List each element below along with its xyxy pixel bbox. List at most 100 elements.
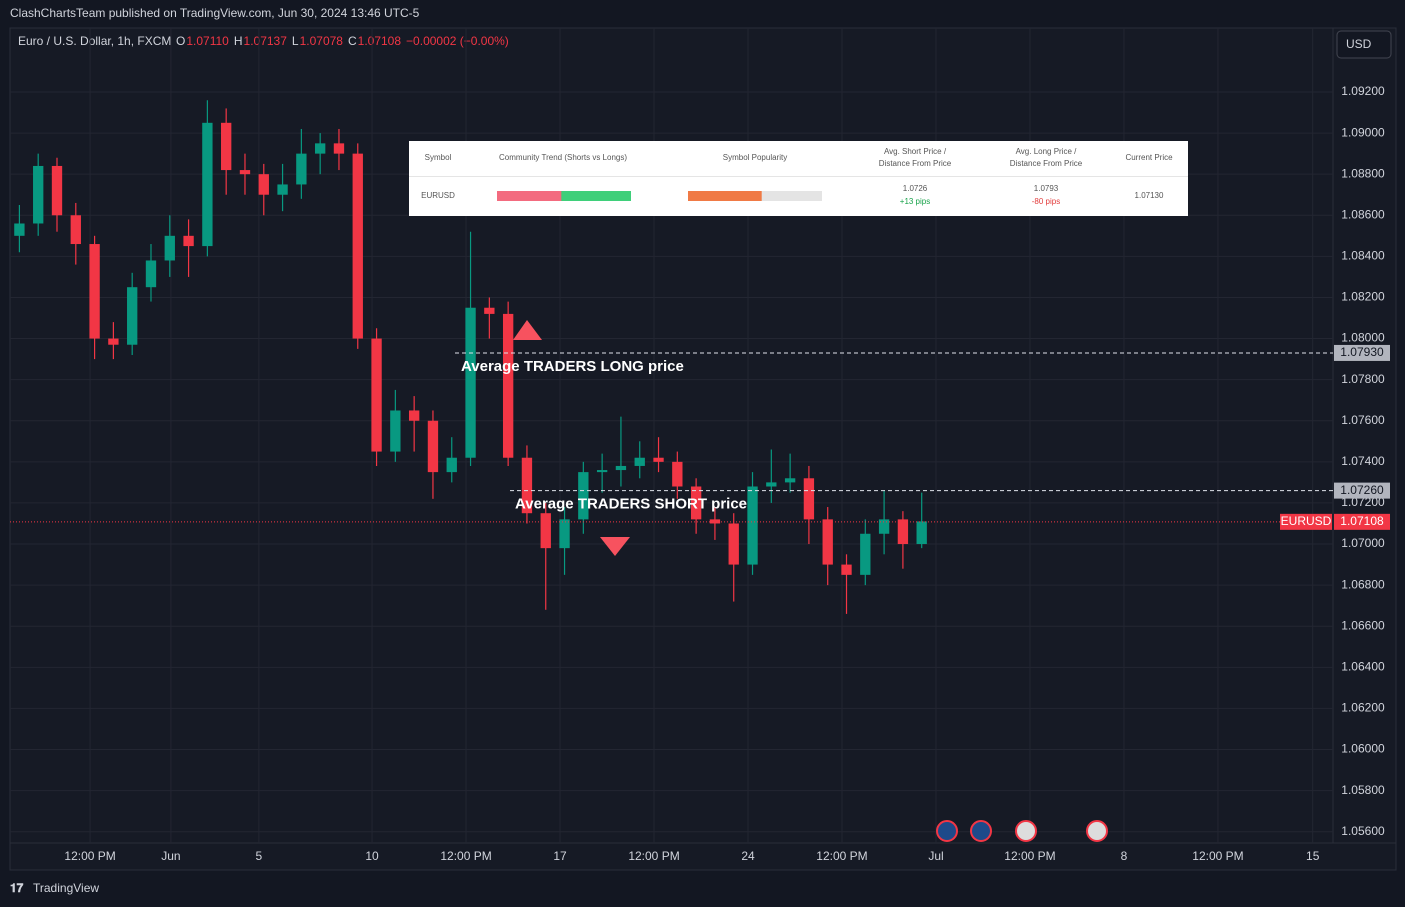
candle-body	[221, 122, 232, 171]
candle-body	[108, 338, 119, 345]
candle-body	[390, 410, 401, 452]
logo-mark: 𝟏𝟕	[10, 881, 24, 895]
candle-body	[70, 215, 81, 245]
event-icon[interactable]	[936, 820, 958, 842]
candle-body	[728, 523, 739, 565]
y-tick-label: 1.09200	[1341, 84, 1385, 98]
ohlc-key: H	[234, 34, 243, 48]
candle-body	[202, 122, 213, 247]
x-tick-label: Jul	[928, 849, 943, 863]
td: EURUSD	[421, 191, 455, 200]
candle-body	[333, 143, 345, 154]
candle-body	[521, 457, 533, 514]
x-tick-label: 24	[741, 849, 755, 863]
th: Avg. Short Price /	[884, 147, 947, 156]
current-name: EURUSD	[1281, 514, 1332, 528]
candle-body	[408, 410, 420, 421]
x-tick-label: 12:00 PM	[816, 849, 867, 863]
th: Distance From Price	[1010, 159, 1083, 168]
event-icon[interactable]	[1086, 820, 1108, 842]
candle-body	[916, 521, 927, 545]
event-icon[interactable]	[1015, 820, 1037, 842]
current-label-bg	[1334, 513, 1390, 530]
y-tick-label: 1.05800	[1341, 783, 1385, 797]
x-tick-label: 12:00 PM	[64, 849, 115, 863]
popularity-bar	[688, 191, 762, 201]
candle-body	[803, 478, 815, 520]
th: Symbol Popularity	[723, 153, 787, 162]
ohlc-value: 1.07078	[300, 34, 344, 48]
candle-body	[596, 470, 608, 473]
candle-body	[502, 313, 514, 458]
ohlc-change: −0.00002 (−0.00%)	[406, 34, 509, 48]
brand: TradingView	[33, 881, 99, 895]
ohlc-key: C	[348, 34, 357, 48]
currency[interactable]: USD	[1346, 37, 1372, 51]
candle-body	[841, 564, 852, 575]
th: Current Price	[1125, 153, 1173, 162]
candle-body	[484, 307, 495, 314]
ohlc-value: 1.07108	[358, 34, 402, 48]
y-tick-label: 1.07000	[1341, 536, 1385, 550]
td: 1.0793	[1034, 184, 1059, 193]
table-bg	[409, 141, 1188, 216]
ohlc-legend: O 1.07110 H 1.07137 L 1.07078 C 1.07108 −0.00002…	[176, 34, 509, 48]
candle-body	[14, 223, 25, 236]
candle-body	[709, 519, 721, 524]
candle-body	[277, 184, 288, 195]
trend-longs	[497, 191, 631, 201]
ohlc-value: 1.07110	[186, 34, 229, 48]
up-arrow	[513, 320, 542, 340]
td: +13 pips	[900, 197, 930, 206]
candle-body	[239, 170, 251, 175]
td: -80 pips	[1032, 197, 1060, 206]
x-tick-label: Jun	[161, 849, 180, 863]
td: 1.0726	[903, 184, 928, 193]
y-tick-label: 1.08200	[1341, 290, 1385, 304]
candle-body	[784, 478, 796, 483]
candle-body	[352, 153, 363, 339]
th: Avg. Long Price /	[1016, 147, 1078, 156]
current-name-bg	[1280, 513, 1332, 530]
candle-body	[615, 465, 627, 471]
ohlc-key: O	[176, 34, 185, 48]
candle-body	[559, 519, 570, 549]
event-icon[interactable]	[970, 820, 992, 842]
trend-shorts	[497, 191, 562, 201]
x-tick-label: 8	[1121, 849, 1128, 863]
y-tick-label: 1.07200	[1341, 495, 1385, 509]
x-tick-label: 17	[553, 849, 567, 863]
down-arrow	[600, 537, 630, 556]
candle-body	[33, 165, 44, 224]
y-tick-label: 1.06000	[1341, 742, 1385, 756]
y-tick-label: 1.08800	[1341, 166, 1385, 180]
td: 1.07130	[1135, 191, 1164, 200]
y-tick-label: 1.08600	[1341, 207, 1385, 221]
candle-body	[89, 244, 100, 339]
x-tick-label: 12:00 PM	[1004, 849, 1055, 863]
candle-body	[127, 287, 138, 345]
candle-body	[690, 486, 702, 520]
candle-body	[183, 235, 194, 247]
y-tick-label: 1.09000	[1341, 125, 1385, 139]
y-tick-label: 1.06400	[1341, 659, 1385, 673]
candle-body	[747, 486, 758, 565]
candle-body	[145, 260, 157, 288]
candle-body	[540, 513, 551, 549]
candle-body	[672, 461, 683, 487]
y-tick-label: 1.06600	[1341, 618, 1385, 632]
candle-body	[578, 472, 589, 520]
level-label: 1.07930	[1340, 345, 1384, 359]
th: Symbol	[425, 153, 452, 162]
candle-body	[653, 457, 664, 462]
level-label-bg	[1334, 482, 1390, 499]
candle-body	[634, 457, 645, 466]
level-annotation: Average TRADERS SHORT price	[515, 496, 747, 513]
candle-body	[51, 165, 63, 216]
candle-body	[314, 143, 326, 154]
candle-body	[427, 420, 439, 473]
level-annotation: Average TRADERS LONG price	[461, 358, 684, 375]
currency-button[interactable]	[1336, 30, 1392, 59]
candle-body	[878, 519, 890, 534]
